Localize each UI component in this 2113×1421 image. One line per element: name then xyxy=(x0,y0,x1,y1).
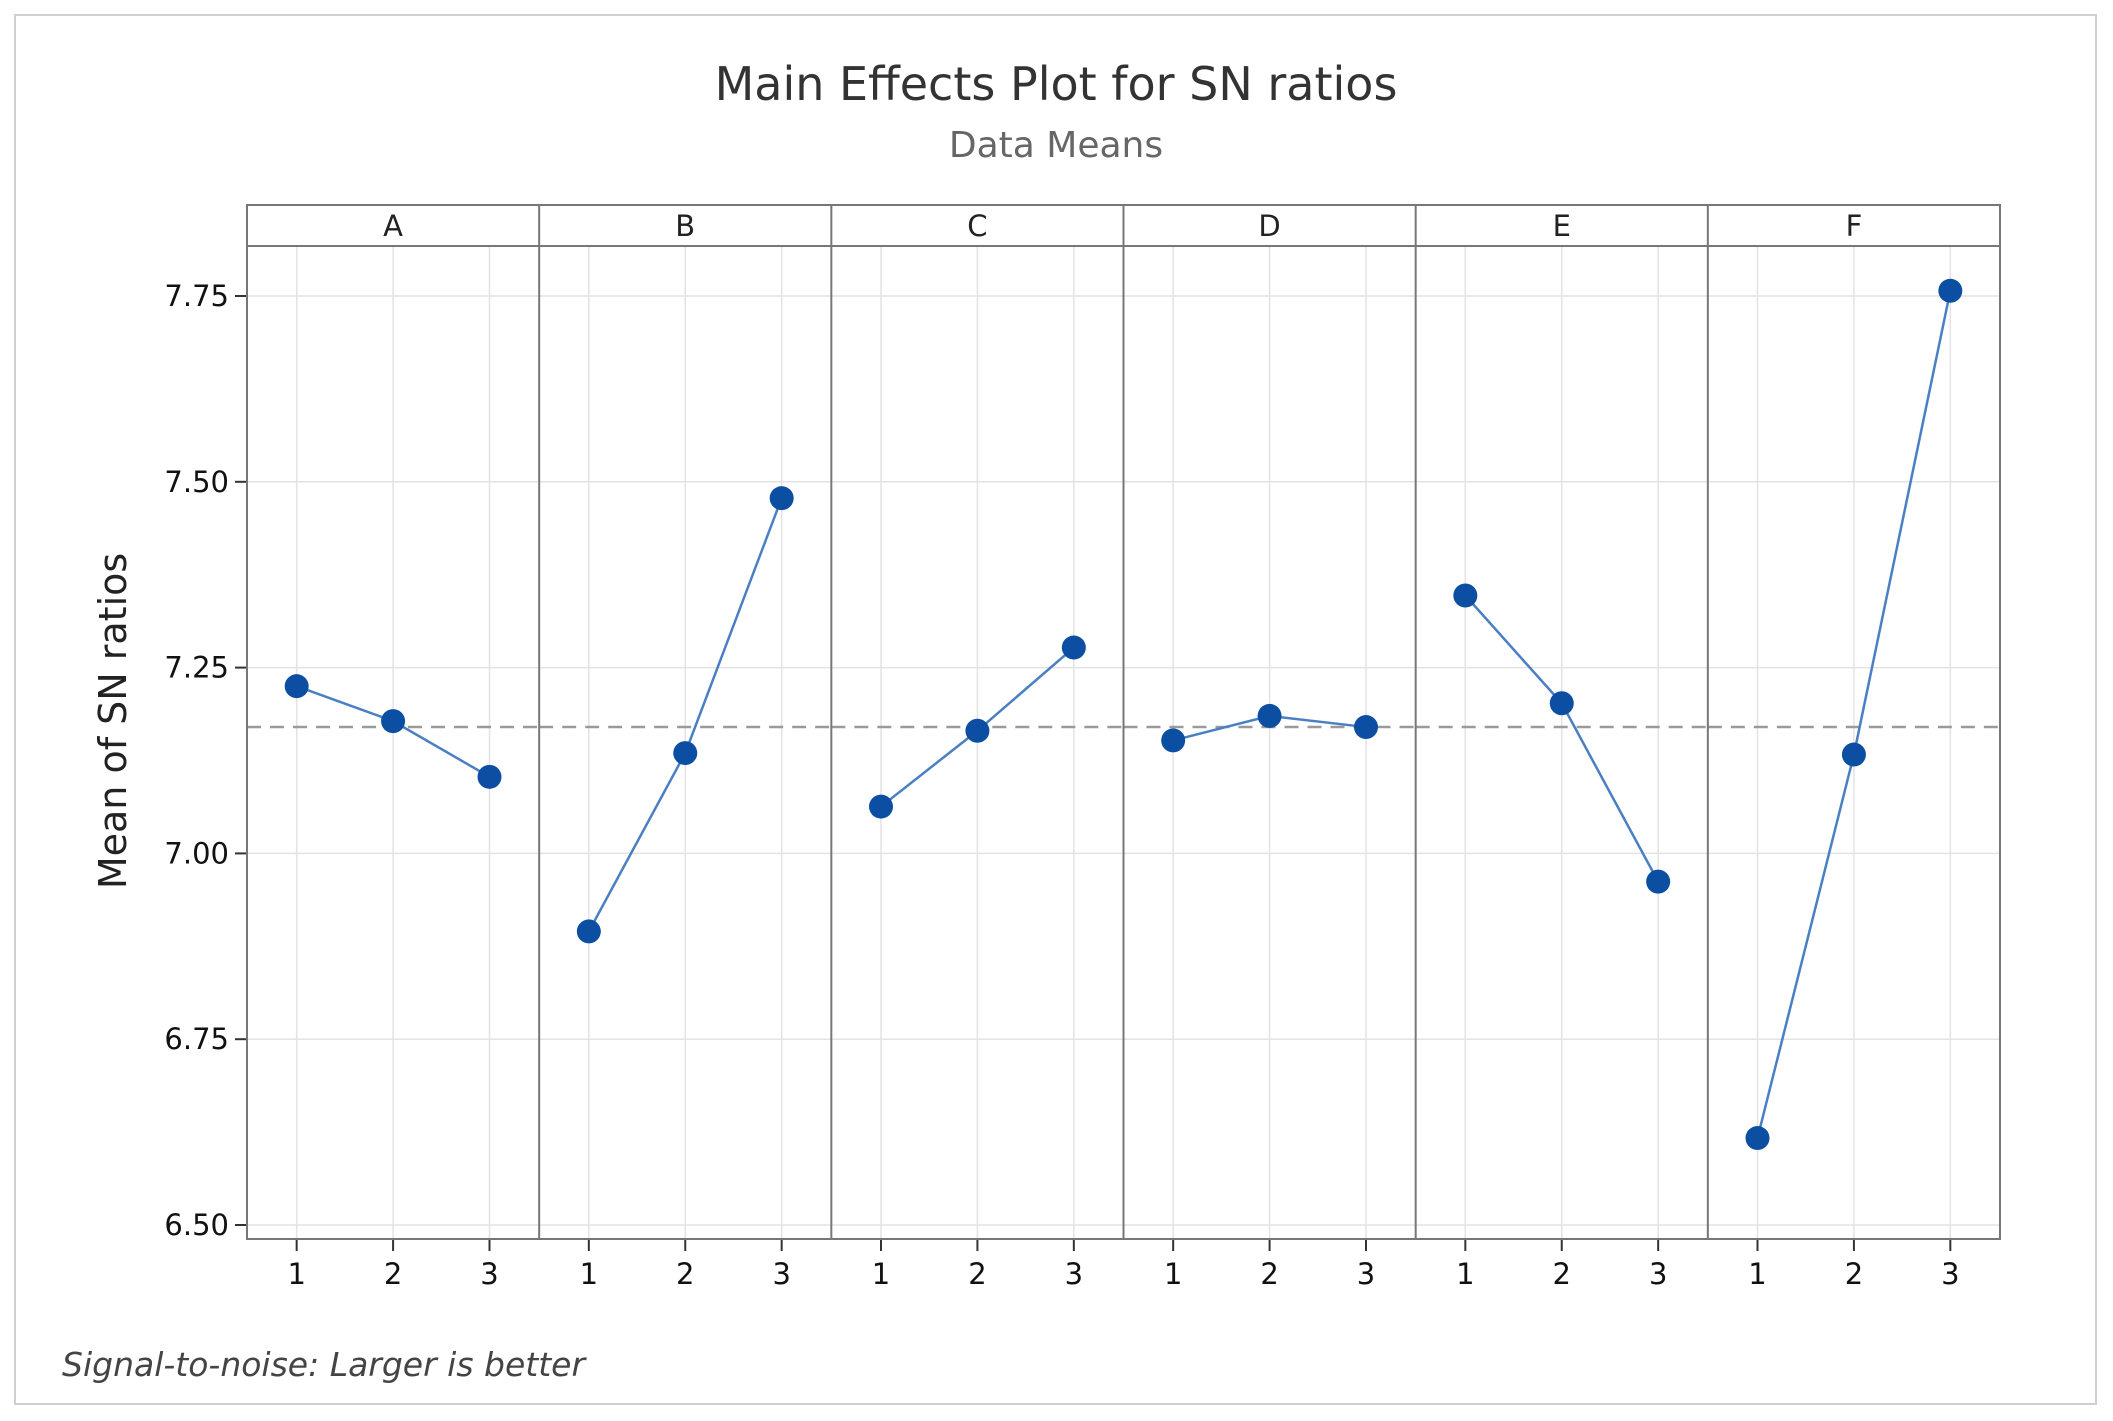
data-point-f-1 xyxy=(1745,1126,1770,1151)
y-tick-label: 7.75 xyxy=(164,279,229,313)
x-tick-label: 2 xyxy=(676,1257,694,1291)
x-tick-label: 3 xyxy=(772,1257,790,1291)
data-point-f-3 xyxy=(1938,278,1963,303)
panel-label-b: B xyxy=(675,209,695,243)
data-point-c-2 xyxy=(965,718,990,743)
data-point-a-1 xyxy=(284,674,309,699)
y-tick-label: 7.50 xyxy=(164,465,229,499)
footnote: Signal-to-noise: Larger is better xyxy=(62,1345,587,1384)
panel-e: 1 2 3 E xyxy=(1414,205,1708,1291)
y-tick-label: 7.25 xyxy=(164,651,229,685)
x-tick-label: 1 xyxy=(1164,1257,1182,1291)
data-point-c-1 xyxy=(869,794,894,819)
x-tick-label: 1 xyxy=(1748,1257,1766,1291)
data-point-c-3 xyxy=(1061,635,1086,660)
y-tick-label: 7.00 xyxy=(164,836,229,870)
panel-c: 1 2 3 C xyxy=(830,205,1124,1291)
x-tick-label: 2 xyxy=(384,1257,402,1291)
data-point-e-1 xyxy=(1453,583,1478,608)
x-tick-label: 2 xyxy=(968,1257,986,1291)
data-point-a-3 xyxy=(477,764,502,789)
x-tick-label: 2 xyxy=(1845,1257,1863,1291)
data-point-e-2 xyxy=(1549,691,1574,716)
x-tick-label: 2 xyxy=(1260,1257,1278,1291)
x-tick-label: 1 xyxy=(580,1257,598,1291)
panel-label-f: F xyxy=(1846,209,1863,243)
y-tick-label: 6.50 xyxy=(164,1208,229,1242)
panel-label-d: D xyxy=(1258,209,1280,243)
panel-d: 1 2 3 D xyxy=(1122,205,1416,1291)
x-tick-label: 2 xyxy=(1553,1257,1571,1291)
data-point-f-2 xyxy=(1841,742,1866,767)
panel-label-c: C xyxy=(967,209,987,243)
data-point-b-2 xyxy=(673,741,698,766)
x-tick-label: 1 xyxy=(287,1257,305,1291)
chart-title: Main Effects Plot for SN ratios xyxy=(715,57,1398,111)
panel-a: 1 2 3 A xyxy=(247,209,540,1291)
x-tick-label: 3 xyxy=(1941,1257,1959,1291)
data-point-b-1 xyxy=(576,919,601,944)
plot-frame xyxy=(246,204,2001,1240)
x-tick-label: 3 xyxy=(1065,1257,1083,1291)
data-point-a-2 xyxy=(381,709,406,734)
data-point-e-3 xyxy=(1646,869,1671,894)
panel-label-e: E xyxy=(1553,209,1571,243)
x-tick-label: 3 xyxy=(480,1257,498,1291)
data-point-b-3 xyxy=(769,486,794,511)
data-point-d-3 xyxy=(1353,715,1378,740)
data-point-d-2 xyxy=(1257,703,1282,728)
panel-label-a: A xyxy=(383,209,403,243)
panel-b: 1 2 3 B xyxy=(538,205,832,1291)
y-axis-label: Mean of SN ratios xyxy=(91,553,135,889)
data-point-d-1 xyxy=(1161,728,1186,753)
x-tick-label: 3 xyxy=(1357,1257,1375,1291)
x-tick-label: 1 xyxy=(872,1257,890,1291)
x-tick-label: 3 xyxy=(1649,1257,1667,1291)
y-tick-label: 6.75 xyxy=(164,1022,229,1056)
chart-subtitle: Data Means xyxy=(949,125,1163,166)
x-tick-label: 1 xyxy=(1456,1257,1474,1291)
plot-area: 6.50 6.75 7.00 7.25 7.50 7.75 1 2 3 A 1 2 3 B 1 2 3 C 1 2 3 D… xyxy=(164,204,2001,1291)
panel-f: 1 2 3 F xyxy=(1706,205,2000,1291)
